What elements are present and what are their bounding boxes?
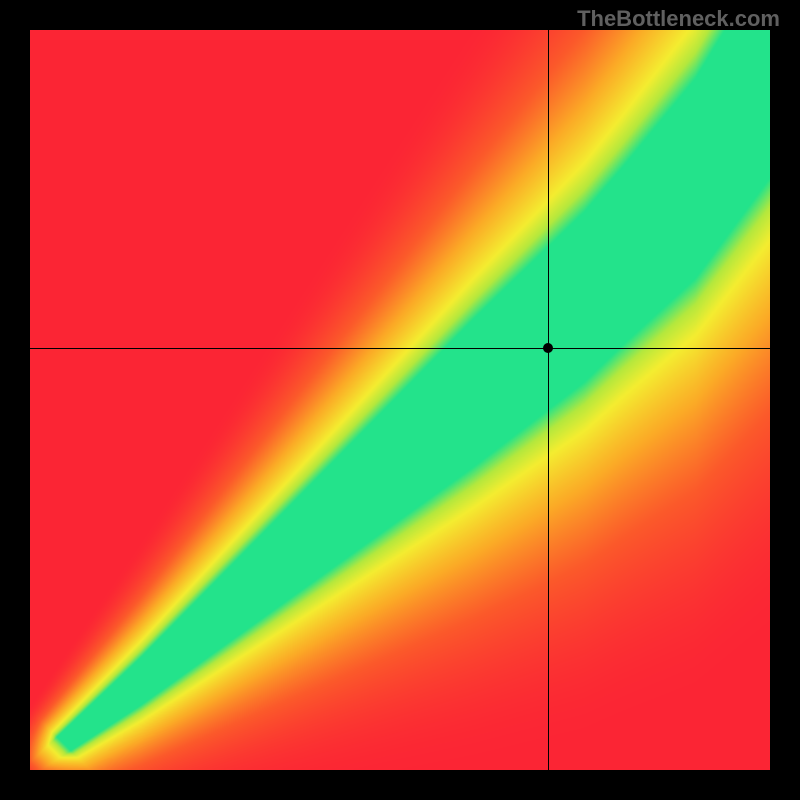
crosshair-marker bbox=[543, 343, 553, 353]
crosshair-horizontal bbox=[30, 348, 770, 349]
watermark-text: TheBottleneck.com bbox=[577, 6, 780, 32]
heatmap-canvas bbox=[30, 30, 770, 770]
bottleneck-heatmap bbox=[30, 30, 770, 770]
crosshair-vertical bbox=[548, 30, 549, 770]
